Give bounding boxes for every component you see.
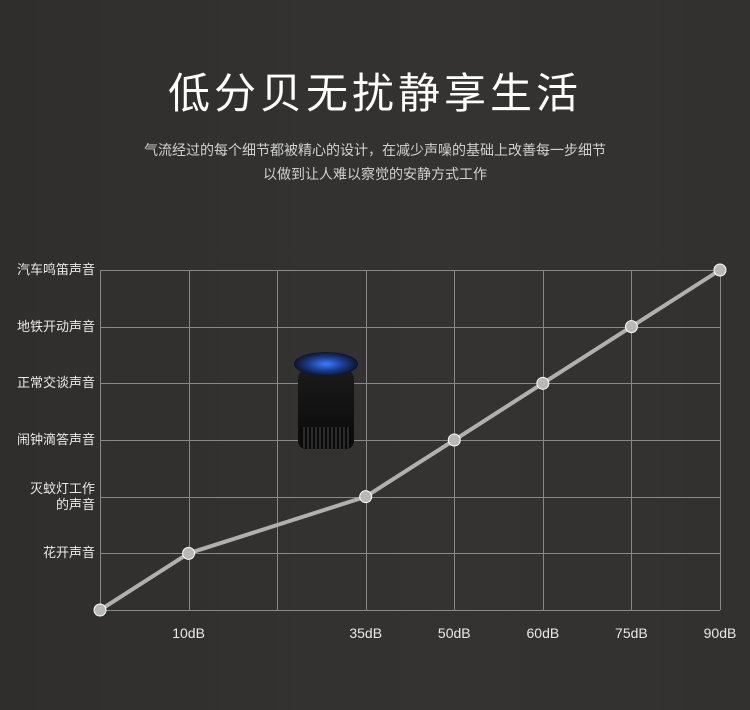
grid-line-h xyxy=(100,610,720,611)
chart-line xyxy=(100,270,720,610)
y-axis-label: 灭蚊灯工作的声音 xyxy=(25,480,95,513)
y-axis-label: 闹钟滴答声音 xyxy=(10,432,95,448)
y-axis-label: 地铁开动声音 xyxy=(10,319,95,335)
x-axis-label: 10dB xyxy=(172,625,205,641)
noise-chart: 汽车鸣笛声音地铁开动声音正常交谈声音闹钟滴答声音灭蚊灯工作的声音花开声音10dB… xyxy=(100,270,720,650)
y-axis-label: 汽车鸣笛声音 xyxy=(10,262,95,278)
page-title: 低分贝无扰静享生活 xyxy=(0,60,750,121)
grid-line-v xyxy=(720,270,721,610)
subtitle-line-2: 以做到让人难以察觉的安静方式工作 xyxy=(0,163,750,187)
x-axis-label: 35dB xyxy=(349,625,382,641)
x-axis-label: 75dB xyxy=(615,625,648,641)
y-axis-label: 花开声音 xyxy=(10,545,95,561)
subtitle-line-1: 气流经过的每个细节都被精心的设计，在减少声噪的基础上改善每一步细节 xyxy=(0,139,750,163)
y-axis-label: 正常交谈声音 xyxy=(10,375,95,391)
x-axis-label: 90dB xyxy=(704,625,737,641)
x-axis-label: 60dB xyxy=(526,625,559,641)
product-image xyxy=(286,344,366,464)
header: 低分贝无扰静享生活 气流经过的每个细节都被精心的设计，在减少声噪的基础上改善每一… xyxy=(0,0,750,187)
x-axis-label: 50dB xyxy=(438,625,471,641)
subtitle: 气流经过的每个细节都被精心的设计，在减少声噪的基础上改善每一步细节 以做到让人难… xyxy=(0,139,750,187)
